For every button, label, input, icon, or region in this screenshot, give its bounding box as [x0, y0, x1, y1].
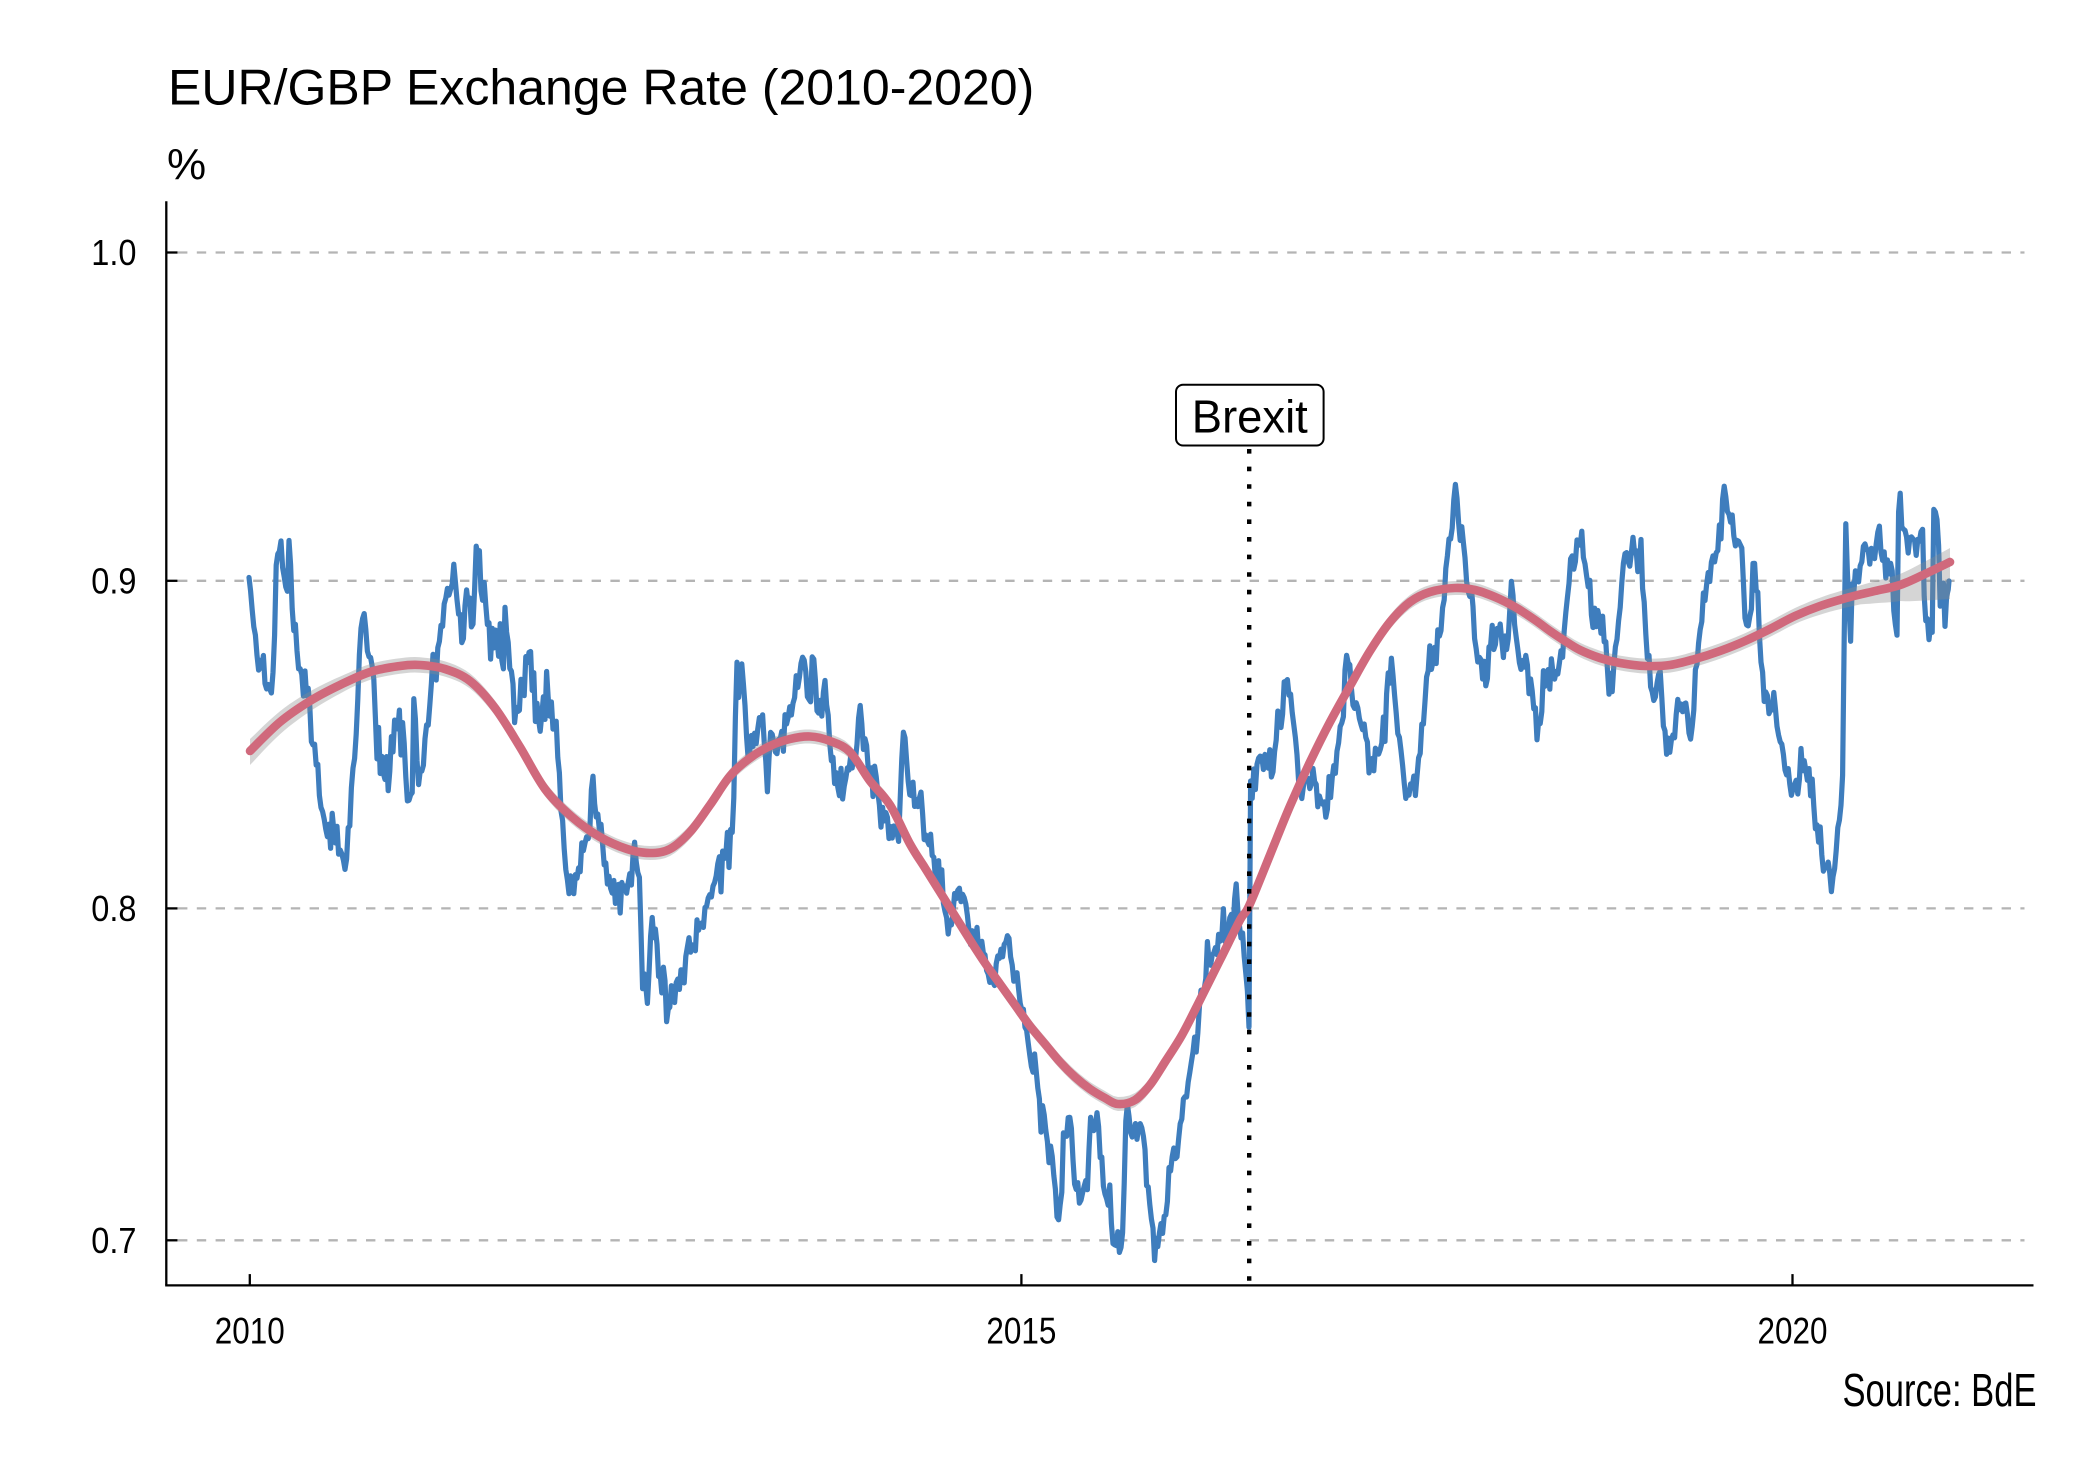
svg-text:EUR/GBP Exchange Rate (2010-20: EUR/GBP Exchange Rate (2010-2020)	[168, 60, 1034, 116]
svg-text:2020: 2020	[1758, 1309, 1828, 1351]
svg-text:0.9: 0.9	[91, 560, 136, 601]
svg-text:0.7: 0.7	[91, 1220, 136, 1261]
svg-text:2015: 2015	[986, 1309, 1056, 1351]
svg-text:Brexit: Brexit	[1192, 390, 1308, 442]
svg-text:%: %	[167, 140, 206, 189]
svg-text:0.8: 0.8	[91, 888, 136, 929]
svg-text:Source: BdE: Source: BdE	[1843, 1364, 2037, 1416]
svg-text:1.0: 1.0	[91, 232, 136, 273]
svg-text:2010: 2010	[215, 1309, 285, 1351]
